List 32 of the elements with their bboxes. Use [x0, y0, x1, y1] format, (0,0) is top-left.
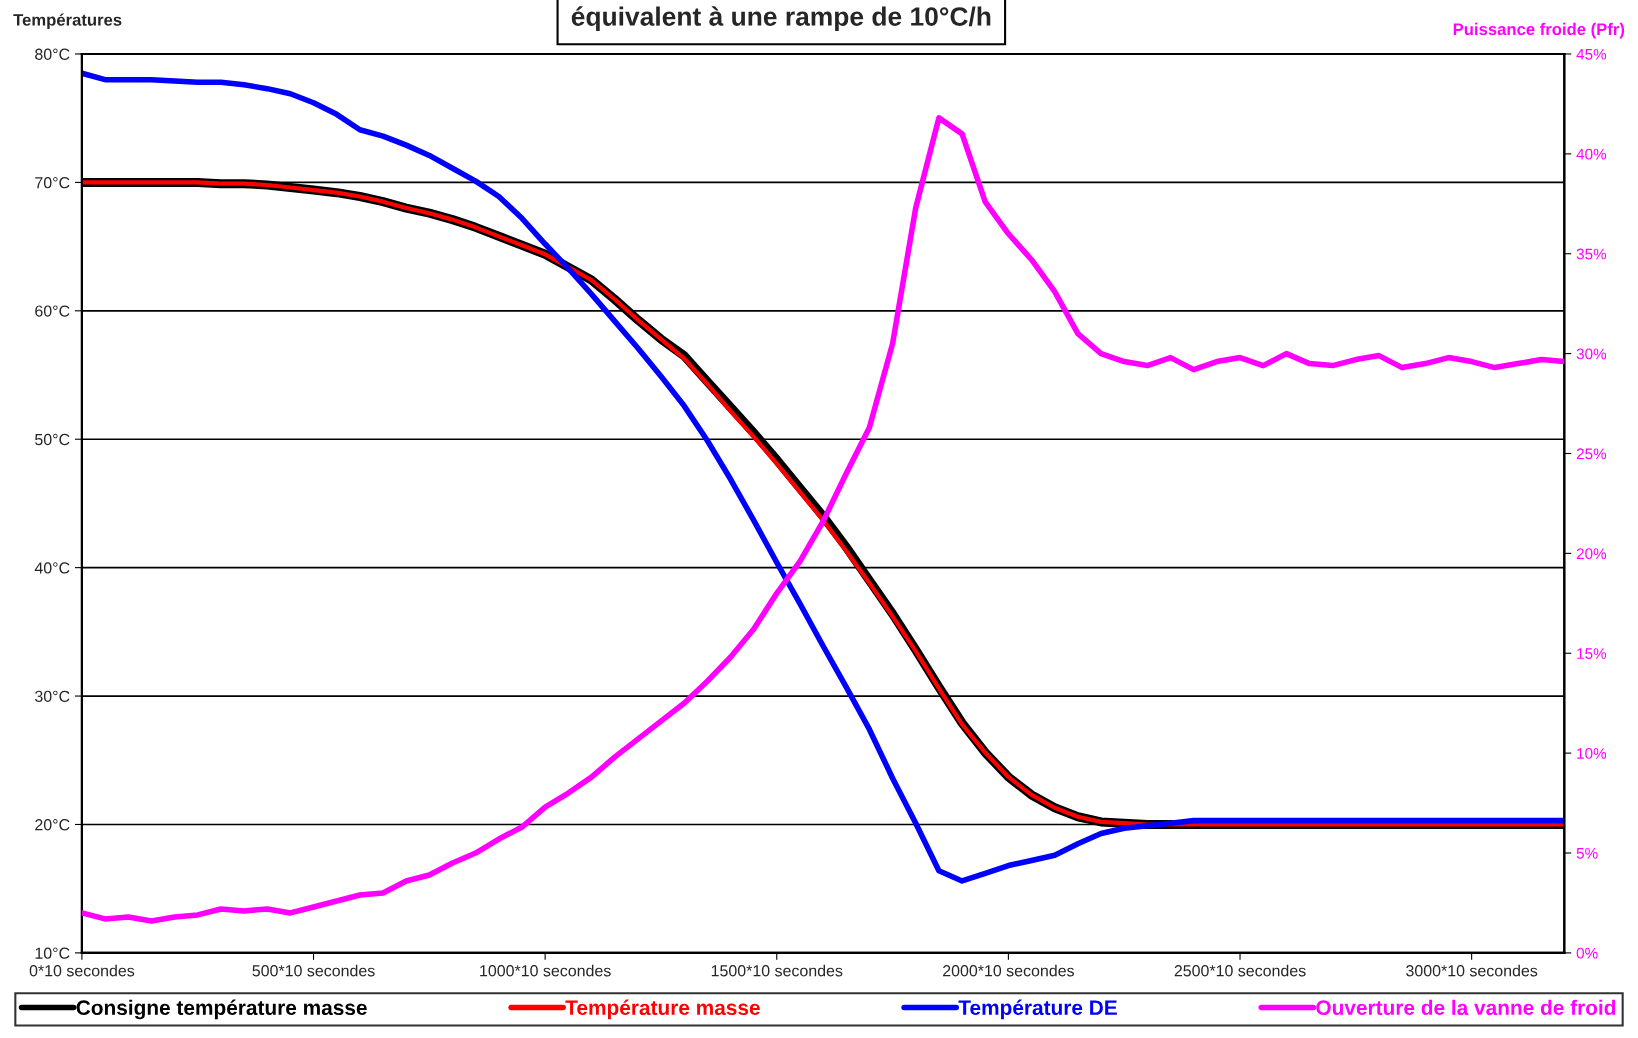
x-tick-label: 1000*10 secondes: [480, 964, 611, 977]
y2-tick-label: 5%: [1576, 847, 1598, 859]
legend-label: Température DE: [958, 999, 1117, 1020]
y2-axis-title: Puissance froide (Pfr): [1453, 22, 1625, 39]
y-tick-label: 70°C: [35, 177, 70, 189]
y2-tick-label: 35%: [1576, 248, 1607, 260]
legend-label: Ouverture de la vanne de froid: [1316, 999, 1616, 1016]
y-tick-label: 20°C: [35, 819, 70, 831]
x-tick-label: 0*10 secondes: [29, 964, 135, 977]
y-tick-label: 50°C: [35, 433, 70, 446]
legend-label: Température masse: [565, 999, 760, 1020]
y2-tick-label: 45%: [1576, 48, 1607, 60]
y-tick-label: 30°C: [35, 690, 70, 702]
y2-tick-label: 40%: [1576, 148, 1607, 160]
y-tick-label: 80°C: [35, 48, 70, 60]
x-tick-label: 3000*10 secondes: [1406, 964, 1538, 977]
y2-tick-label: 0%: [1576, 947, 1598, 959]
y2-tick-label: 25%: [1576, 448, 1607, 460]
chart-title: équivalent à une rampe de 10°C/h: [571, 6, 991, 32]
y-tick-label: 60°C: [35, 305, 70, 317]
x-tick-label: 500*10 secondes: [252, 964, 375, 977]
x-tick-label: 2000*10 secondes: [943, 964, 1074, 977]
x-tick-label: 1500*10 secondes: [711, 964, 843, 977]
y-tick-label: 10°C: [35, 947, 70, 959]
y2-tick-label: 10%: [1577, 747, 1607, 759]
y-axis-title: Températures: [13, 13, 122, 30]
y2-tick-label: 15%: [1577, 648, 1607, 659]
x-tick-label: 2500*10 secondes: [1174, 964, 1306, 977]
y-tick-label: 40°C: [34, 562, 70, 574]
legend-label: Consigne température masse: [76, 999, 367, 1020]
y2-tick-label: 30%: [1576, 348, 1607, 360]
y2-tick-label: 20%: [1576, 548, 1607, 560]
